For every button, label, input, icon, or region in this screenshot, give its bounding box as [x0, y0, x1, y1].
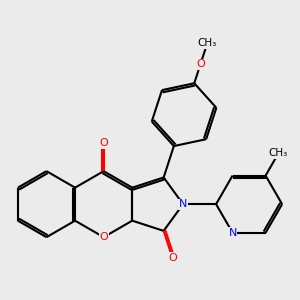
- Text: O: O: [196, 59, 205, 69]
- Text: CH₃: CH₃: [198, 38, 217, 48]
- Text: O: O: [99, 138, 108, 148]
- Text: O: O: [168, 253, 177, 262]
- Text: O: O: [99, 232, 108, 242]
- Text: N: N: [179, 199, 187, 209]
- Text: CH₃: CH₃: [269, 148, 288, 158]
- Text: N: N: [228, 228, 237, 238]
